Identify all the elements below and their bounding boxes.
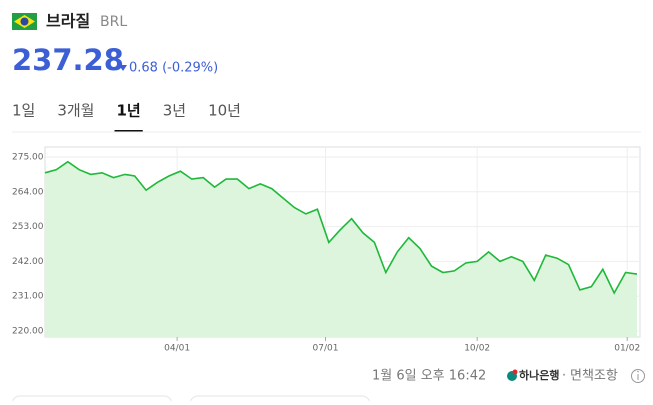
separator-dot: ·: [562, 369, 566, 384]
disclaimer[interactable]: 면책조항: [570, 369, 618, 384]
tabs: 1일 3개월 1년 3년 10년: [12, 102, 241, 132]
change: 0.68 (-0.29%): [129, 61, 218, 76]
y-tick-label: 264.00: [12, 187, 44, 197]
timestamp: 1월 6일 오후 16:42: [372, 369, 486, 384]
x-tick-label: 10/02: [464, 344, 490, 354]
y-tick-label: 242.00: [12, 257, 44, 267]
tab[interactable]: 1년: [117, 102, 141, 120]
tab[interactable]: 3년: [163, 102, 186, 120]
area: [45, 161, 637, 337]
bank: 하나은행: [519, 368, 559, 382]
tab[interactable]: 3개월: [57, 102, 94, 120]
country: 브라질: [46, 12, 90, 31]
plot: 220.00 231.00 242.00 253.00 264.00 275.00 04/0…: [12, 147, 640, 354]
x-tick-label: 04/01: [164, 344, 190, 354]
card: [11, 395, 173, 405]
y-tick-label: 253.00: [12, 222, 44, 232]
bank-logo: [507, 369, 518, 381]
y-tick-label: 220.00: [12, 327, 44, 337]
info-icon[interactable]: [631, 369, 645, 383]
y-tick-label: 231.00: [12, 292, 44, 302]
card: [189, 395, 371, 405]
tab[interactable]: 1일: [12, 102, 35, 120]
code: BRL: [100, 14, 127, 30]
y-tick-label: 275.00: [12, 153, 44, 163]
flag: [12, 13, 37, 30]
x-tick-label: 07/01: [313, 344, 339, 354]
x-tick-label: 01/02: [614, 344, 640, 354]
line: [44, 160, 638, 295]
price: 237.28: [12, 43, 124, 77]
down-arrow: [119, 65, 127, 71]
tab[interactable]: 10년: [208, 102, 241, 120]
